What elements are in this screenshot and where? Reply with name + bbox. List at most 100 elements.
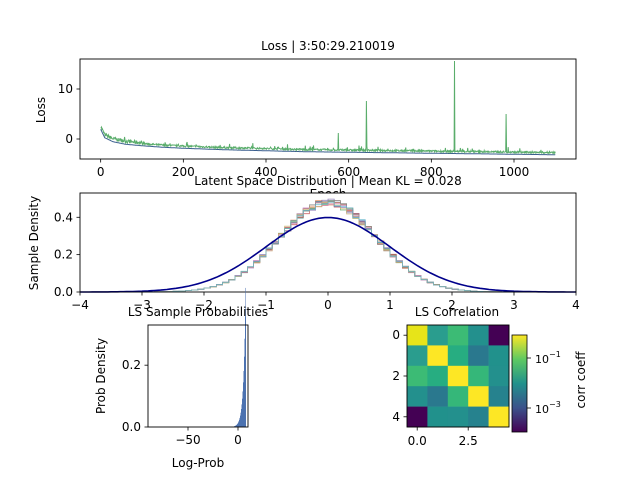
logprob-x-label: Log-Prob: [172, 456, 224, 470]
latent-histogram-9: [80, 201, 576, 293]
corr-cell: [447, 365, 469, 387]
latent-x-tick-label: 0: [324, 298, 332, 312]
corr-y-tick-label: 0: [392, 328, 400, 342]
logprob-bar: [236, 425, 237, 427]
logprob-bar: [241, 409, 242, 427]
corr-cell: [468, 365, 489, 387]
corr-panel: LS Correlation 0.0 2.5 0 2 4 10−1 10−3 corr…: [392, 305, 588, 448]
corr-cell: [407, 386, 428, 407]
corr-title: LS Correlation: [415, 305, 499, 319]
latent-y-tick-label: 0.0: [54, 285, 73, 299]
corr-y-ticks: 0 2 4: [392, 328, 407, 424]
logprob-plot-area: [234, 287, 246, 427]
latent-y-tick-label: 0.4: [54, 210, 73, 224]
logprob-bar: [245, 316, 246, 427]
loss-y-ticks: 0 10: [58, 82, 80, 146]
latent-panel: −4 −3 −2 −1 0 1 2 3 4 0.0 0.2 0.4 Sample Density L…: [27, 174, 580, 312]
loss-x-tick-label: 600: [337, 165, 360, 179]
latent-x-tick-label: 2: [448, 298, 456, 312]
loss-y-label: Loss: [34, 97, 48, 123]
corr-cell: [447, 345, 469, 367]
logprob-title: LS Sample Probabilities: [128, 305, 268, 319]
logprob-x-ticks: −50 0: [175, 427, 242, 447]
loss-x-ticks: 0 200 400 600 800 1000: [97, 159, 529, 179]
logprob-bar: [234, 426, 235, 427]
loss-x-tick-label: 400: [255, 165, 278, 179]
corr-cell: [427, 406, 449, 428]
logprob-bar: [244, 338, 245, 427]
colorbar: [511, 334, 528, 433]
corr-x-tick-label: 0.0: [408, 434, 427, 448]
logprob-bar: [242, 398, 243, 427]
logprob-bar: [243, 370, 244, 427]
latent-background: [80, 193, 576, 292]
logprob-y-tick-label: 0.0: [122, 420, 141, 434]
corr-cell: [468, 406, 489, 428]
latent-x-tick-label: 1: [386, 298, 394, 312]
loss-axes-frame: [79, 58, 577, 160]
corr-cell: [427, 365, 449, 387]
corr-cell: [427, 386, 449, 407]
logprob-bar: [237, 423, 238, 427]
latent-x-tick-label: −2: [195, 298, 213, 312]
latent-plot-area: [80, 198, 576, 293]
loss-title: Loss | 3:50:29.210019: [261, 39, 395, 53]
corr-cell: [427, 345, 449, 367]
latent-x-tick-label: 4: [572, 298, 580, 312]
corr-cell: [427, 325, 449, 346]
loss-plot-area: [100, 60, 556, 156]
latent-normal-curve: [80, 216, 576, 293]
logprob-x-tick-label: −50: [175, 433, 200, 447]
latent-x-ticks: −4 −3 −2 −1 0 1 2 3 4: [71, 292, 580, 312]
corr-x-tick-label: 2.5: [459, 434, 478, 448]
latent-title: Latent Space Distribution | Mean KL = 0.…: [194, 174, 461, 188]
loss-x-tick-label: 200: [172, 165, 195, 179]
logprob-bar: [240, 412, 241, 427]
loss-y-tick-label: 10: [58, 82, 73, 96]
colorbar-tick-label-lower: 10−3: [535, 400, 561, 416]
loss-x-tick-label: 0: [97, 165, 105, 179]
corr-cell: [488, 325, 510, 346]
latent-x-tick-label: −1: [257, 298, 275, 312]
loss-series-green: [100, 60, 556, 156]
logprob-bar: [237, 424, 238, 427]
latent-x-tick-label: 3: [510, 298, 518, 312]
corr-cell: [407, 365, 428, 387]
corr-cell: [488, 386, 510, 407]
loss-series-blue: [100, 129, 556, 156]
corr-cell: [468, 345, 489, 367]
logprob-bar: [243, 382, 244, 427]
logprob-bar: [238, 422, 239, 427]
logprob-bar: [245, 287, 246, 427]
loss-panel: Loss | 3:50:29.210019 0 200 400 600 800 1000 …: [34, 39, 577, 201]
corr-cell: [447, 406, 469, 428]
corr-y-tick-label: 2: [392, 369, 400, 383]
corr-cell: [407, 325, 428, 346]
loss-y-tick-label: 0: [65, 132, 73, 146]
logprob-bar: [235, 425, 236, 427]
colorbar-tick-label-upper: 10−1: [535, 350, 561, 366]
logprob-y-ticks: 0.0 0.2: [122, 358, 148, 434]
corr-x-ticks: 0.0 2.5: [408, 427, 478, 448]
corr-cell: [468, 325, 489, 346]
corr-cell: [447, 386, 469, 407]
latent-y-ticks: 0.0 0.2 0.4: [54, 210, 80, 299]
latent-y-tick-label: 0.2: [54, 248, 73, 262]
logprob-panel: LS Sample Probabilities −50 0 0.0 0.2 Log-…: [94, 287, 268, 470]
corr-cell: [488, 406, 510, 428]
logprob-bar: [244, 356, 245, 427]
logprob-bar: [235, 425, 236, 427]
logprob-bar: [241, 404, 242, 427]
logprob-axes-frame: [147, 324, 249, 428]
corr-cell: [488, 365, 510, 387]
latent-x-tick-label: −4: [71, 298, 89, 312]
logprob-bar: [238, 421, 239, 427]
logprob-bar: [242, 391, 243, 427]
corr-cell: [488, 345, 510, 367]
corr-cell: [468, 386, 489, 407]
logprob-x-tick-label: 0: [234, 433, 242, 447]
corr-cell: [447, 325, 469, 346]
logprob-bar: [236, 424, 237, 427]
logprob-y-label: Prob Density: [94, 338, 108, 414]
